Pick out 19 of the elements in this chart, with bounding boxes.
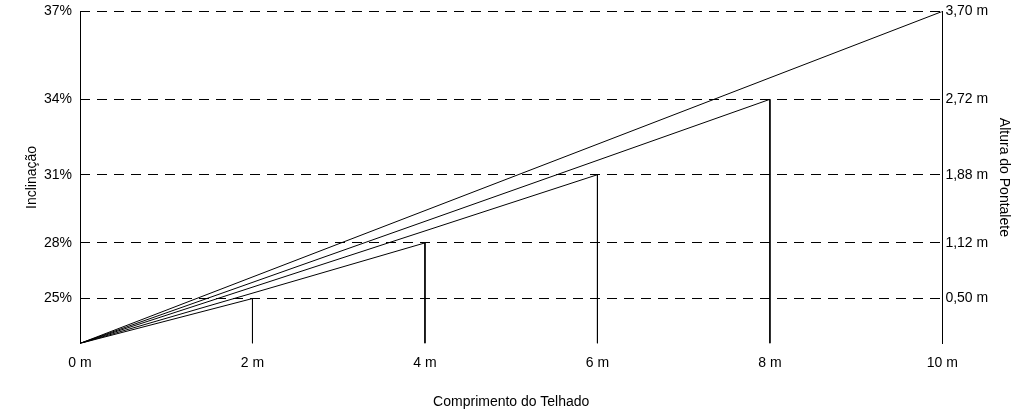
y-tick-label: 0,50 m (945, 289, 989, 306)
text: 34% (43, 90, 72, 107)
x-tick-label: 10 m (926, 353, 958, 370)
x-tick-label: 4 m (413, 353, 437, 370)
text: 28% (43, 233, 72, 250)
x-tick-label: 6 m (585, 353, 610, 370)
y-tick-label: 2,72 m (945, 90, 989, 107)
x-tick-label: 8 m (758, 353, 782, 370)
y-axis-title: Altura do Pontalete (996, 117, 1013, 238)
y-tick-label: 3,70 m (945, 2, 989, 19)
text: 31% (43, 165, 72, 182)
text: 37% (43, 2, 72, 19)
x-tick-label: 2 m (240, 353, 265, 370)
y-tick-label: 1,12 m (945, 233, 989, 250)
x-tick-label: 0 m (68, 353, 92, 370)
text: 25% (43, 289, 72, 306)
y-tick-label: 1,88 m (945, 165, 989, 182)
x-axis-title: Comprimento do Telhado (433, 393, 590, 410)
text: Inclinação (22, 145, 39, 209)
